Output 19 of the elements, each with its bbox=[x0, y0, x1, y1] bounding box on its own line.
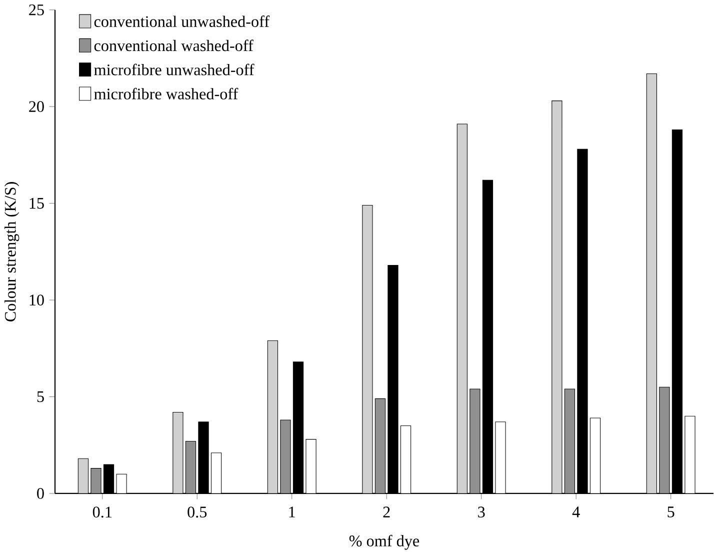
y-tick-label: 25 bbox=[29, 4, 44, 16]
y-tick-label: 20 bbox=[29, 101, 44, 112]
x-tick-label: 3 bbox=[478, 506, 485, 518]
legend-label: microfibre unwashed-off bbox=[94, 64, 254, 76]
x-tick-label: 1 bbox=[289, 506, 295, 518]
legend-label: conventional washed-off bbox=[94, 40, 254, 52]
y-tick-label: 5 bbox=[37, 391, 44, 402]
x-tick-label: 5 bbox=[668, 506, 674, 518]
x-tick-label: 0.1 bbox=[92, 506, 112, 518]
y-axis-title: Colour strength (K/S) bbox=[4, 182, 20, 322]
legend-label: microfibre washed-off bbox=[94, 88, 238, 100]
y-tick-label: 15 bbox=[30, 198, 44, 209]
y-tick-label: 0 bbox=[37, 488, 44, 499]
legend-label: conventional unwashed-off bbox=[94, 15, 270, 27]
y-tick-label: 10 bbox=[30, 294, 44, 306]
x-tick-label: 0.5 bbox=[188, 506, 207, 518]
x-tick-label: 2 bbox=[383, 506, 390, 518]
x-tick-label: 4 bbox=[572, 506, 580, 518]
x-axis-title: % omf dye bbox=[349, 534, 420, 550]
